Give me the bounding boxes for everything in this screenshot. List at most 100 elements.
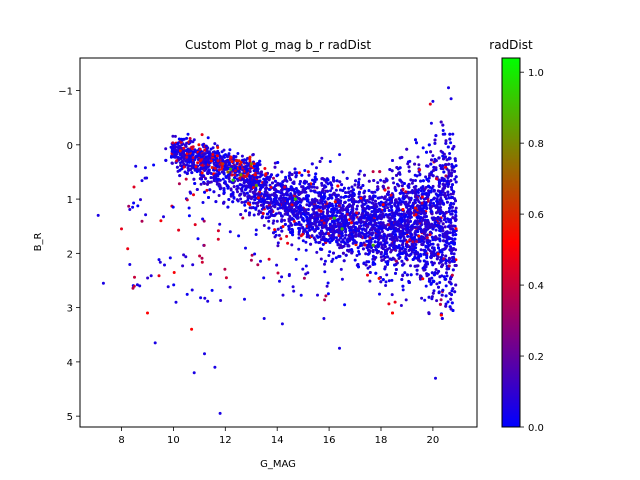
data-point [281,201,285,205]
data-point [337,254,341,258]
data-point [251,190,255,194]
data-point [325,226,329,230]
data-point [398,225,402,229]
data-point [442,170,446,174]
data-point [432,189,436,193]
data-point [338,208,342,212]
data-point [313,175,317,179]
data-point [404,200,408,204]
data-point [454,227,458,231]
data-point [399,229,403,233]
data-point [297,247,301,251]
data-point [206,136,210,140]
data-point [439,120,443,124]
data-point [424,253,428,257]
data-point [418,274,422,278]
data-point [418,168,422,172]
data-point [209,180,213,184]
data-point [451,216,455,220]
data-point [270,213,274,217]
data-point [417,237,421,240]
data-point [355,207,359,211]
data-point [441,226,444,230]
data-point [430,225,434,229]
data-point [273,205,277,209]
data-point [267,226,271,230]
data-point [351,212,355,215]
data-point [235,184,239,188]
data-point [350,208,354,212]
data-point [421,192,425,196]
data-point [364,222,368,226]
data-point [289,178,293,182]
data-point [266,212,269,216]
data-point [244,209,248,213]
data-point [232,196,236,200]
data-point [357,252,361,256]
data-point [357,192,361,196]
data-point [365,199,369,203]
data-point [435,197,439,201]
data-point [313,214,317,218]
data-point [396,204,400,208]
data-point [304,208,308,212]
data-point [386,228,390,232]
data-point [401,284,405,288]
data-point [437,180,441,184]
data-point [347,218,351,222]
data-point [406,227,410,231]
data-point [245,191,249,195]
data-point [404,213,408,217]
data-point [436,202,440,206]
data-point [388,212,392,216]
data-point [395,237,399,241]
data-point [276,244,280,248]
data-point [450,249,454,253]
data-point [293,222,297,226]
data-point [371,224,375,228]
data-point [441,222,445,226]
data-point [276,183,280,187]
data-point [298,223,302,227]
data-point [367,245,371,249]
data-point [383,245,387,249]
colorbar-title: radDist [489,38,533,52]
data-point [451,287,455,291]
data-point [263,167,267,170]
data-point [336,211,339,214]
data-point [285,192,289,196]
data-point [246,195,250,199]
data-point [433,273,437,277]
data-point [430,276,434,280]
data-point [259,186,263,190]
data-point [305,180,308,184]
data-point [329,181,332,185]
data-point [325,178,329,182]
data-point [405,257,409,261]
data-point [417,225,420,229]
data-point [365,260,369,264]
data-point [363,202,367,206]
data-point [373,240,377,244]
data-point [406,234,410,238]
data-point [431,204,435,208]
data-point [226,186,230,190]
data-point [323,185,327,189]
data-point [419,179,423,183]
data-point [407,182,411,186]
data-point [248,211,252,215]
data-point [323,206,326,210]
data-point [337,238,341,242]
data-point [434,235,438,239]
data-point [212,179,216,183]
data-point [368,241,372,245]
data-point [390,278,394,282]
data-point [193,182,197,185]
data-point [435,177,439,181]
data-point [361,247,365,251]
data-point [392,211,396,215]
data-point [260,170,263,174]
data-point [429,282,433,286]
data-point [381,230,384,233]
data-point [424,196,428,200]
